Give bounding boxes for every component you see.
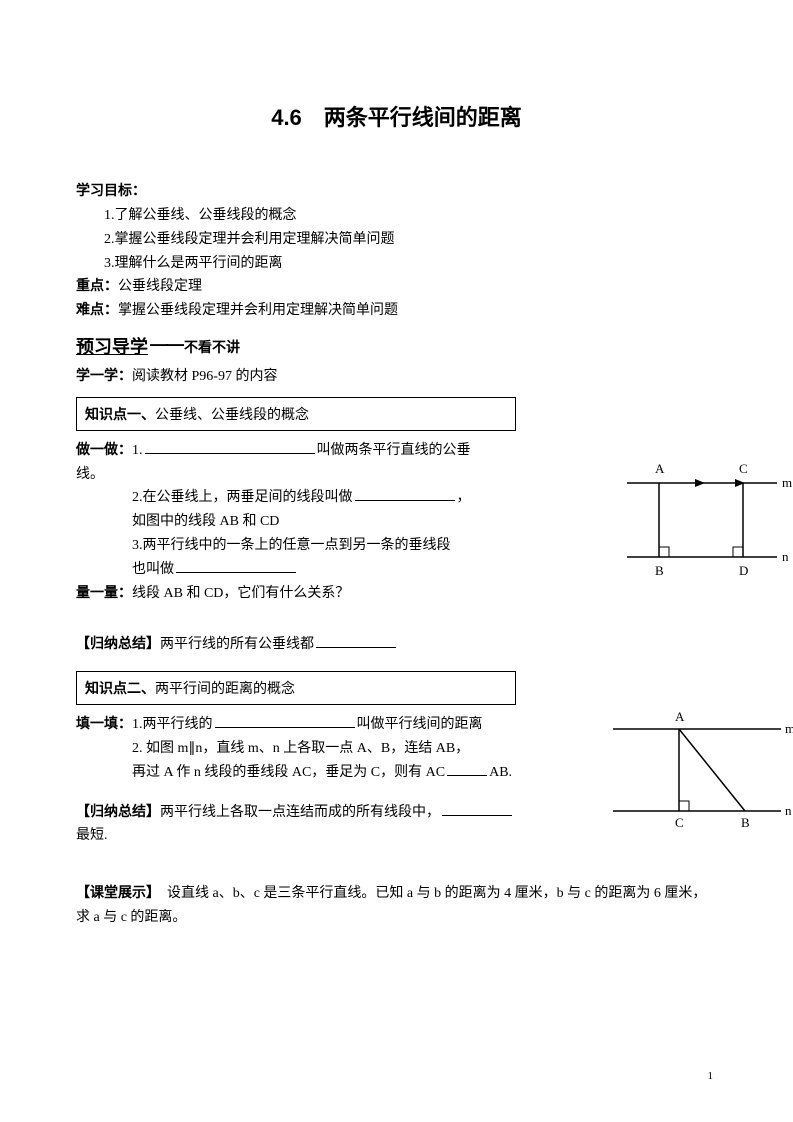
do-item-2b: 如图中的线段 AB 和 CD <box>76 510 496 534</box>
do-item-1: 做一做：1.叫做两条平行直线的公垂线。 <box>76 439 496 487</box>
parallel-lines-diagram-1: A C B D m n <box>617 447 793 597</box>
zuo2a: 2.在公垂线上，两垂足间的线段叫做 <box>132 490 353 505</box>
study-line: 学一学：阅读教材 P96-97 的内容 <box>76 365 717 389</box>
svg-text:B: B <box>655 563 664 578</box>
fill-item-2b: 再过 A 作 n 线段的垂线段 AC，垂足为 C，则有 AC AB. <box>76 761 516 785</box>
kp1-label: 知识点一、 <box>85 408 155 423</box>
summary-1: 【归纳总结】两平行线的所有公垂线都 <box>76 633 717 657</box>
fill-blank[interactable] <box>447 762 487 776</box>
summary-label-2: 【归纳总结】 <box>76 805 160 820</box>
page-title: 4.6 两条平行线间的距离 <box>76 100 717 132</box>
fill-label: 填一填： <box>76 717 132 732</box>
svg-text:D: D <box>739 563 748 578</box>
do-item-2a: 2.在公垂线上，两垂足间的线段叫做 ， <box>76 486 496 510</box>
worksheet-page: 4.6 两条平行线间的距离 学习目标： 1.了解公垂线、公垂线段的概念 2.掌握… <box>0 0 793 970</box>
zuo3b: 也叫做 <box>132 562 174 577</box>
preview-heading: 预习导学 —— 不看不讲 <box>76 333 717 359</box>
measure-line: 量一量：线段 AB 和 CD，它们有什么关系？ <box>76 582 496 606</box>
knowledge-point-2-box: 知识点二、两平行间的距离的概念 <box>76 671 516 705</box>
goal-item: 3.理解什么是两平行间的距离 <box>76 252 717 276</box>
fill-blank[interactable] <box>215 714 355 728</box>
tian1-pre: 1.两平行线的 <box>132 717 213 732</box>
class-show-label: 【课堂展示】 <box>76 886 153 901</box>
goals-heading: 学习目标： <box>76 180 717 200</box>
fill-item-1: 填一填：1.两平行线的 叫做平行线间的距离 <box>76 713 516 737</box>
svg-text:A: A <box>655 461 665 476</box>
page-number: 1 <box>708 1070 714 1082</box>
kp2-label: 知识点二、 <box>85 682 155 697</box>
do-item-3b: 也叫做 <box>76 558 496 582</box>
class-show: 【课堂展示】 设直线 a、b、c 是三条平行直线。已知 a 与 b 的距离为 4… <box>76 882 717 930</box>
figure-2: A C B m n <box>607 707 793 842</box>
do-item-3a: 3.两平行线中的一条上的任意一点到另一条的垂线段 <box>76 534 496 558</box>
tian2b: 再过 A 作 n 线段的垂线段 AC，垂足为 C，则有 AC <box>132 765 445 780</box>
tian2c: AB. <box>489 765 512 780</box>
summary-label: 【归纳总结】 <box>76 637 160 652</box>
goal-item: 2.掌握公垂线段定理并会利用定理解决简单问题 <box>76 228 717 252</box>
tian1-post: 叫做平行线间的距离 <box>357 717 483 732</box>
kp2-text: 两平行间的距离的概念 <box>155 682 295 697</box>
do-label: 做一做： <box>76 443 132 458</box>
fill-blank[interactable] <box>316 634 396 648</box>
key-point: 重点：公垂线段定理 <box>76 275 717 299</box>
class-show-text: 设直线 a、b、c 是三条平行直线。已知 a 与 b 的距离为 4 厘米，b 与… <box>76 886 706 925</box>
key-label: 重点： <box>76 279 118 294</box>
key-text: 公垂线段定理 <box>118 279 202 294</box>
figure-1: A C B D m n <box>617 447 793 602</box>
svg-text:n: n <box>782 549 789 564</box>
summary2-b: 最短. <box>76 828 108 843</box>
svg-text:m: m <box>782 475 792 490</box>
difficulty-label: 难点： <box>76 303 118 318</box>
summary-2: 【归纳总结】两平行线上各取一点连结而成的所有线段中， 最短. <box>76 801 516 849</box>
preview-title: 预习导学 <box>76 333 148 359</box>
fill-blank[interactable] <box>145 440 315 454</box>
knowledge-point-1-box: 知识点一、公垂线、公垂线段的概念 <box>76 397 516 431</box>
fill-blank[interactable] <box>442 802 512 816</box>
difficulty-point: 难点：掌握公垂线段定理并会利用定理解决简单问题 <box>76 299 717 323</box>
preview-subtitle: 不看不讲 <box>184 337 240 357</box>
fill-blank[interactable] <box>355 487 455 501</box>
summary2-a: 两平行线上各取一点连结而成的所有线段中， <box>160 805 440 820</box>
svg-text:B: B <box>741 815 750 830</box>
study-text: 阅读教材 P96-97 的内容 <box>132 369 277 384</box>
svg-text:m: m <box>785 721 793 736</box>
summary1-text: 两平行线的所有公垂线都 <box>160 637 314 652</box>
fill-item-2a: 2. 如图 m∥n，直线 m、n 上各取一点 A、B，连结 AB， <box>76 737 516 761</box>
study-label: 学一学： <box>76 369 132 384</box>
dash-icon: —— <box>150 334 182 355</box>
measure-label: 量一量： <box>76 586 132 601</box>
goal-item: 1.了解公垂线、公垂线段的概念 <box>76 204 717 228</box>
zuo2-comma: ， <box>457 490 471 505</box>
kp1-text: 公垂线、公垂线段的概念 <box>155 408 309 423</box>
parallel-lines-diagram-2: A C B m n <box>607 707 793 837</box>
difficulty-text: 掌握公垂线段定理并会利用定理解决简单问题 <box>118 303 398 318</box>
fill-blank[interactable] <box>176 559 296 573</box>
svg-text:A: A <box>675 709 685 724</box>
measure-text: 线段 AB 和 CD，它们有什么关系？ <box>132 586 349 601</box>
svg-text:n: n <box>785 803 792 818</box>
svg-text:C: C <box>739 461 748 476</box>
svg-text:C: C <box>675 815 684 830</box>
